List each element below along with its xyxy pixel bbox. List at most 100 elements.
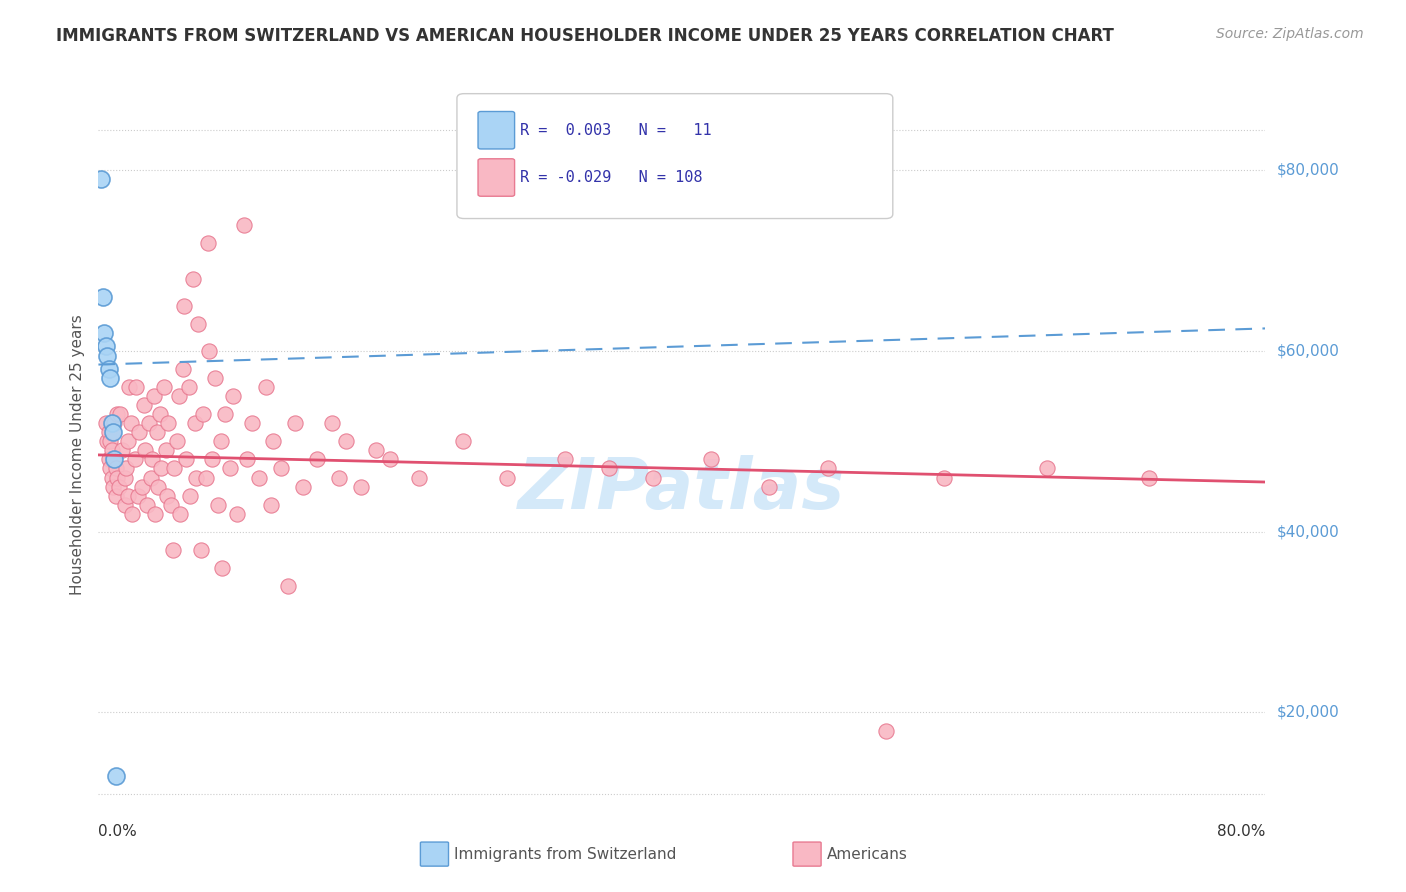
Point <box>162 542 184 557</box>
Point <box>408 470 430 484</box>
Point <box>181 271 204 285</box>
Point <box>100 443 122 458</box>
Point <box>115 461 138 475</box>
Point <box>197 235 219 250</box>
Point <box>495 470 517 484</box>
Point <box>150 461 173 475</box>
Point <box>135 498 157 512</box>
Point <box>270 461 292 475</box>
Point <box>321 417 343 431</box>
Point <box>179 489 201 503</box>
Point <box>138 417 160 431</box>
Point <box>120 417 142 431</box>
Point <box>94 339 117 353</box>
Text: 80.0%: 80.0% <box>1218 823 1265 838</box>
Point <box>156 489 179 503</box>
Point <box>193 407 215 421</box>
Point <box>598 461 620 475</box>
Point <box>97 362 120 376</box>
Point <box>378 452 402 467</box>
Point <box>174 452 197 467</box>
Point <box>875 723 897 738</box>
Point <box>214 407 236 421</box>
Point <box>262 434 284 449</box>
Point <box>93 326 115 340</box>
Point <box>226 507 249 521</box>
Point <box>132 398 155 412</box>
Point <box>103 452 125 467</box>
Point <box>236 452 259 467</box>
Point <box>186 470 208 484</box>
Point <box>817 461 839 475</box>
Point <box>134 443 156 458</box>
Point <box>554 452 576 467</box>
Text: $40,000: $40,000 <box>1277 524 1340 540</box>
Text: Immigrants from Switzerland: Immigrants from Switzerland <box>454 847 676 862</box>
Point <box>98 434 121 449</box>
Point <box>204 371 226 385</box>
Point <box>98 371 121 385</box>
Y-axis label: Householder Income Under 25 years: Householder Income Under 25 years <box>69 315 84 595</box>
Point <box>195 470 218 484</box>
Point <box>101 479 124 493</box>
Point <box>108 479 131 493</box>
Text: $60,000: $60,000 <box>1277 343 1340 359</box>
Text: Americans: Americans <box>827 847 908 862</box>
Point <box>142 389 165 403</box>
Point <box>169 507 191 521</box>
Point <box>328 470 350 484</box>
Point <box>101 425 124 440</box>
Point <box>163 461 186 475</box>
Point <box>127 489 149 503</box>
Point <box>104 769 127 783</box>
Point <box>103 452 125 467</box>
Point <box>104 461 127 475</box>
Point <box>97 452 120 467</box>
Point <box>121 507 143 521</box>
Point <box>934 470 956 484</box>
Text: 0.0%: 0.0% <box>98 823 138 838</box>
Point <box>114 470 136 484</box>
Point <box>1137 470 1160 484</box>
Point <box>167 389 190 403</box>
Point <box>117 434 139 449</box>
Point <box>157 417 180 431</box>
Point <box>209 434 232 449</box>
Point <box>350 479 373 493</box>
Point <box>160 498 183 512</box>
Point <box>105 470 128 484</box>
Point <box>98 461 121 475</box>
Point <box>128 425 150 440</box>
Point <box>335 434 357 449</box>
Point <box>201 452 224 467</box>
Point <box>141 452 163 467</box>
Text: $80,000: $80,000 <box>1277 163 1340 178</box>
Point <box>451 434 474 449</box>
Point <box>173 299 195 313</box>
Text: ZIPatlas: ZIPatlas <box>519 455 845 524</box>
Point <box>183 417 205 431</box>
Point <box>221 389 243 403</box>
Point <box>104 489 127 503</box>
Point <box>187 317 209 331</box>
Point <box>190 542 212 557</box>
Point <box>1035 461 1057 475</box>
Point <box>110 407 132 421</box>
Point <box>247 470 270 484</box>
Point <box>97 425 120 440</box>
Point <box>307 452 329 467</box>
Point <box>218 461 240 475</box>
Point <box>233 218 256 232</box>
Point <box>211 561 233 575</box>
Point <box>284 417 307 431</box>
Point <box>364 443 387 458</box>
Point <box>139 470 162 484</box>
Text: R =  0.003   N =   11: R = 0.003 N = 11 <box>520 123 711 137</box>
Point <box>240 417 263 431</box>
Text: R = -0.029   N = 108: R = -0.029 N = 108 <box>520 170 703 185</box>
Point <box>259 498 281 512</box>
Point <box>90 172 112 186</box>
Point <box>254 380 277 394</box>
Point <box>700 452 723 467</box>
Point <box>124 452 146 467</box>
